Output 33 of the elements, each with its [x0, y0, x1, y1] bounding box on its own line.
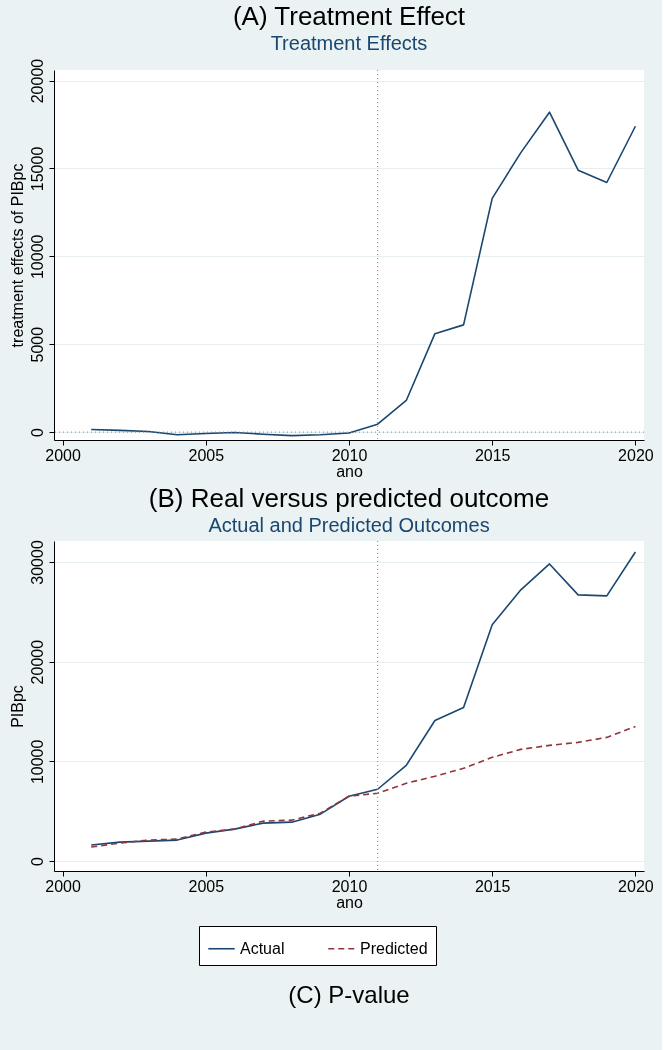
x-tick-label: 2010 [331, 877, 368, 895]
x-axis-title: ano [336, 893, 363, 911]
x-tick-label: 2020 [618, 446, 654, 464]
x-tick-label: 2010 [331, 446, 368, 464]
y-tick-label: 0 [28, 856, 46, 866]
x-tick-label: 2015 [474, 877, 511, 895]
y-tick-label: 5000 [28, 326, 46, 363]
y-tick-label: 10000 [28, 234, 46, 280]
chart-subtitle: Treatment Effects [270, 32, 428, 55]
y-tick-label: 20000 [28, 58, 46, 104]
x-tick-label: 2020 [618, 877, 654, 895]
chart-title: (B) Real versus predicted outcome [148, 482, 550, 513]
y-tick-label: 0 [28, 428, 46, 438]
x-tick-label: 2000 [45, 877, 81, 895]
x-axis-title: ano [336, 462, 363, 480]
line-series [90, 551, 637, 846]
line-series [90, 111, 637, 437]
line-series [90, 725, 637, 848]
legend-label: Predicted [360, 939, 428, 957]
x-tick-label: 2005 [188, 446, 225, 464]
y-axis-title: treatment effects of PIBpc [8, 163, 26, 348]
x-tick-label: 2005 [188, 877, 225, 895]
y-tick-label: 20000 [28, 639, 46, 685]
text: (C) P-value [288, 981, 410, 1008]
y-tick-label: 15000 [28, 146, 46, 192]
x-tick-label: 2015 [474, 446, 511, 464]
legend-label: Actual [240, 939, 285, 957]
chart-subtitle: Actual and Predicted Outcomes [208, 513, 490, 536]
chart-title: (A) Treatment Effect [232, 1, 466, 32]
y-tick-label: 30000 [28, 540, 46, 585]
y-tick-label: 10000 [28, 739, 46, 785]
y-axis-title: PIBpc [8, 685, 26, 728]
x-tick-label: 2000 [45, 446, 81, 464]
